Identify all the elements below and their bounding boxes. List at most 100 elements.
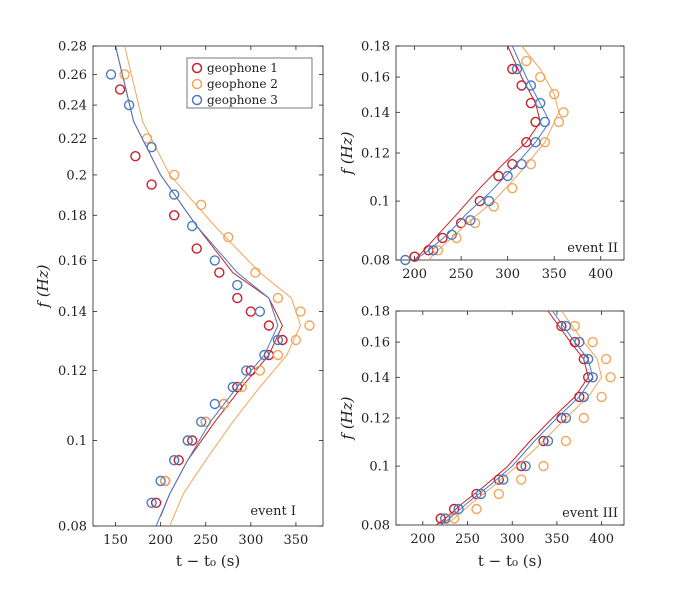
data-point-geophone-2 <box>304 320 315 331</box>
legend-marker-geophone-3 <box>191 94 203 106</box>
data-point-geophone-2 <box>549 88 560 100</box>
legend-label-geophone-1: geophone 1 <box>207 61 278 75</box>
data-point-geophone-1 <box>232 292 243 304</box>
plot-frame <box>92 45 324 527</box>
data-point-geophone-3 <box>578 391 589 403</box>
y-tick-label: 0.18 <box>361 305 390 320</box>
data-point-geophone-2 <box>254 365 266 376</box>
data-point-geophone-3 <box>539 116 551 128</box>
data-point-geophone-3 <box>583 353 594 365</box>
data-point-geophone-3 <box>587 372 598 383</box>
y-tick-label: 0.14 <box>361 371 390 386</box>
data-point-geophone-1 <box>525 97 537 109</box>
x-tick-label: 200 <box>148 533 173 548</box>
data-point-geophone-2 <box>272 349 284 361</box>
data-point-geophone-3 <box>440 513 451 524</box>
y-tick-label: 0.18 <box>361 40 390 55</box>
panel-event-i: 150 200 250 300 350 0.08 0.1 0.12 0.14 0.16 0.18 0.… <box>34 40 324 570</box>
data-point-geophone-3 <box>574 336 585 348</box>
data-point-geophone-2 <box>507 182 518 194</box>
plot-frame <box>395 310 625 526</box>
data-point-geophone-3 <box>123 99 135 111</box>
data-point-geophone-3 <box>520 460 531 472</box>
data-point-geophone-3 <box>511 63 523 75</box>
data-point-geophone-3 <box>146 141 157 153</box>
data-point-geophone-3 <box>446 229 457 241</box>
y-tick-label: 0.08 <box>58 520 87 535</box>
y-tick-label: 0.16 <box>361 71 390 86</box>
legend-label-geophone-2: geophone 2 <box>207 77 278 91</box>
y-tick-label: 0.16 <box>58 254 87 269</box>
data-point-geophone-2 <box>596 391 607 403</box>
y-tick-label: 0.12 <box>58 364 87 379</box>
data-point-geophone-2 <box>168 169 180 181</box>
data-point-geophone-2 <box>272 292 284 304</box>
data-point-geophone-1 <box>493 170 504 182</box>
x-tick-label: 250 <box>193 533 218 548</box>
axis-ticks: 200 250 300 350 400 0.08 0.1 0.12 0.14 0.16 0.18 <box>361 40 624 282</box>
data-point-geophone-3 <box>530 136 541 148</box>
data-point-geophone-2 <box>521 55 532 67</box>
x-tick-label: 200 <box>410 532 435 547</box>
data-point-geophone-1 <box>114 84 126 95</box>
data-point-geophone-1 <box>173 455 184 466</box>
data-point-geophone-1 <box>493 474 504 485</box>
data-point-geophone-1 <box>507 63 518 75</box>
data-point-geophone-3 <box>168 189 180 200</box>
panel-event-ii: 200 250 300 350 400 0.08 0.1 0.12 0.14 0.16 0.18 e… <box>338 40 625 282</box>
data-point-geophone-2 <box>471 503 482 515</box>
data-point-geophone-3 <box>525 80 537 91</box>
data-point-geophone-3 <box>155 475 166 487</box>
data-point-geophone-1 <box>263 320 275 331</box>
data-point-geophone-1 <box>146 179 157 190</box>
data-point-geophone-1 <box>435 513 446 524</box>
axis-ticks: 200 250 300 350 400 0.08 0.1 0.12 0.14 0.16 0.18 <box>361 305 624 547</box>
data-point-geophone-2 <box>553 116 565 128</box>
fit-line-geophone-2 <box>428 45 560 261</box>
data-point-geophone-3 <box>168 455 180 466</box>
fit-line-geophone-3 <box>115 45 279 527</box>
data-point-geophone-3 <box>209 398 221 410</box>
fit-line-geophone-3 <box>414 45 551 261</box>
y-tick-label: 0.12 <box>361 147 390 162</box>
data-point-geophone-3 <box>475 488 487 500</box>
data-point-geophone-2 <box>159 475 171 487</box>
y-tick-label: 0.14 <box>361 106 390 121</box>
fit-line-geophone-2 <box>124 45 302 527</box>
data-point-geophone-2 <box>578 412 589 424</box>
x-tick-label: 250 <box>449 267 474 282</box>
y-tick-label: 0.1 <box>66 434 87 449</box>
data-point-geophone-1 <box>214 267 225 278</box>
data-point-geophone-2 <box>525 158 537 170</box>
y-tick-label: 0.14 <box>58 305 87 320</box>
data-point-geophone-2 <box>223 231 234 243</box>
legend-box <box>186 57 313 109</box>
legend-marker-geophone-2 <box>191 78 203 90</box>
data-point-geophone-3 <box>560 412 572 424</box>
data-point-geophone-1 <box>471 488 482 500</box>
data-point-geophone-1 <box>437 232 448 244</box>
x-tick-label: 300 <box>495 267 520 282</box>
data-point-geophone-2 <box>295 306 306 317</box>
data-point-geophone-3 <box>428 245 439 256</box>
data-point-geophone-1 <box>455 217 467 229</box>
data-point-geophone-3 <box>465 215 476 226</box>
data-point-geophone-1 <box>186 435 198 446</box>
data-point-geophone-3 <box>146 497 157 508</box>
fit-line-geophone-1 <box>414 45 541 261</box>
data-point-geophone-2 <box>558 107 569 118</box>
plot-frame <box>395 45 625 261</box>
data-point-geophone-2 <box>560 435 572 447</box>
data-point-geophone-1 <box>168 210 180 221</box>
data-point-geophone-2 <box>493 488 504 500</box>
panel-event-iii: 200 250 300 350 400 0.08 0.1 0.12 0.14 0.16 0.18 e… <box>338 305 625 570</box>
y-tick-label: 0.2 <box>66 168 87 183</box>
y-tick-label: 0.08 <box>361 254 390 269</box>
x-tick-label: 300 <box>238 533 263 548</box>
data-point-geophone-2 <box>516 474 527 485</box>
data-point-geophone-3 <box>195 416 207 427</box>
data-point-geophone-1 <box>245 306 257 317</box>
x-axis-label: t − t₀ (s) <box>478 552 542 570</box>
x-tick-label: 400 <box>589 532 614 547</box>
